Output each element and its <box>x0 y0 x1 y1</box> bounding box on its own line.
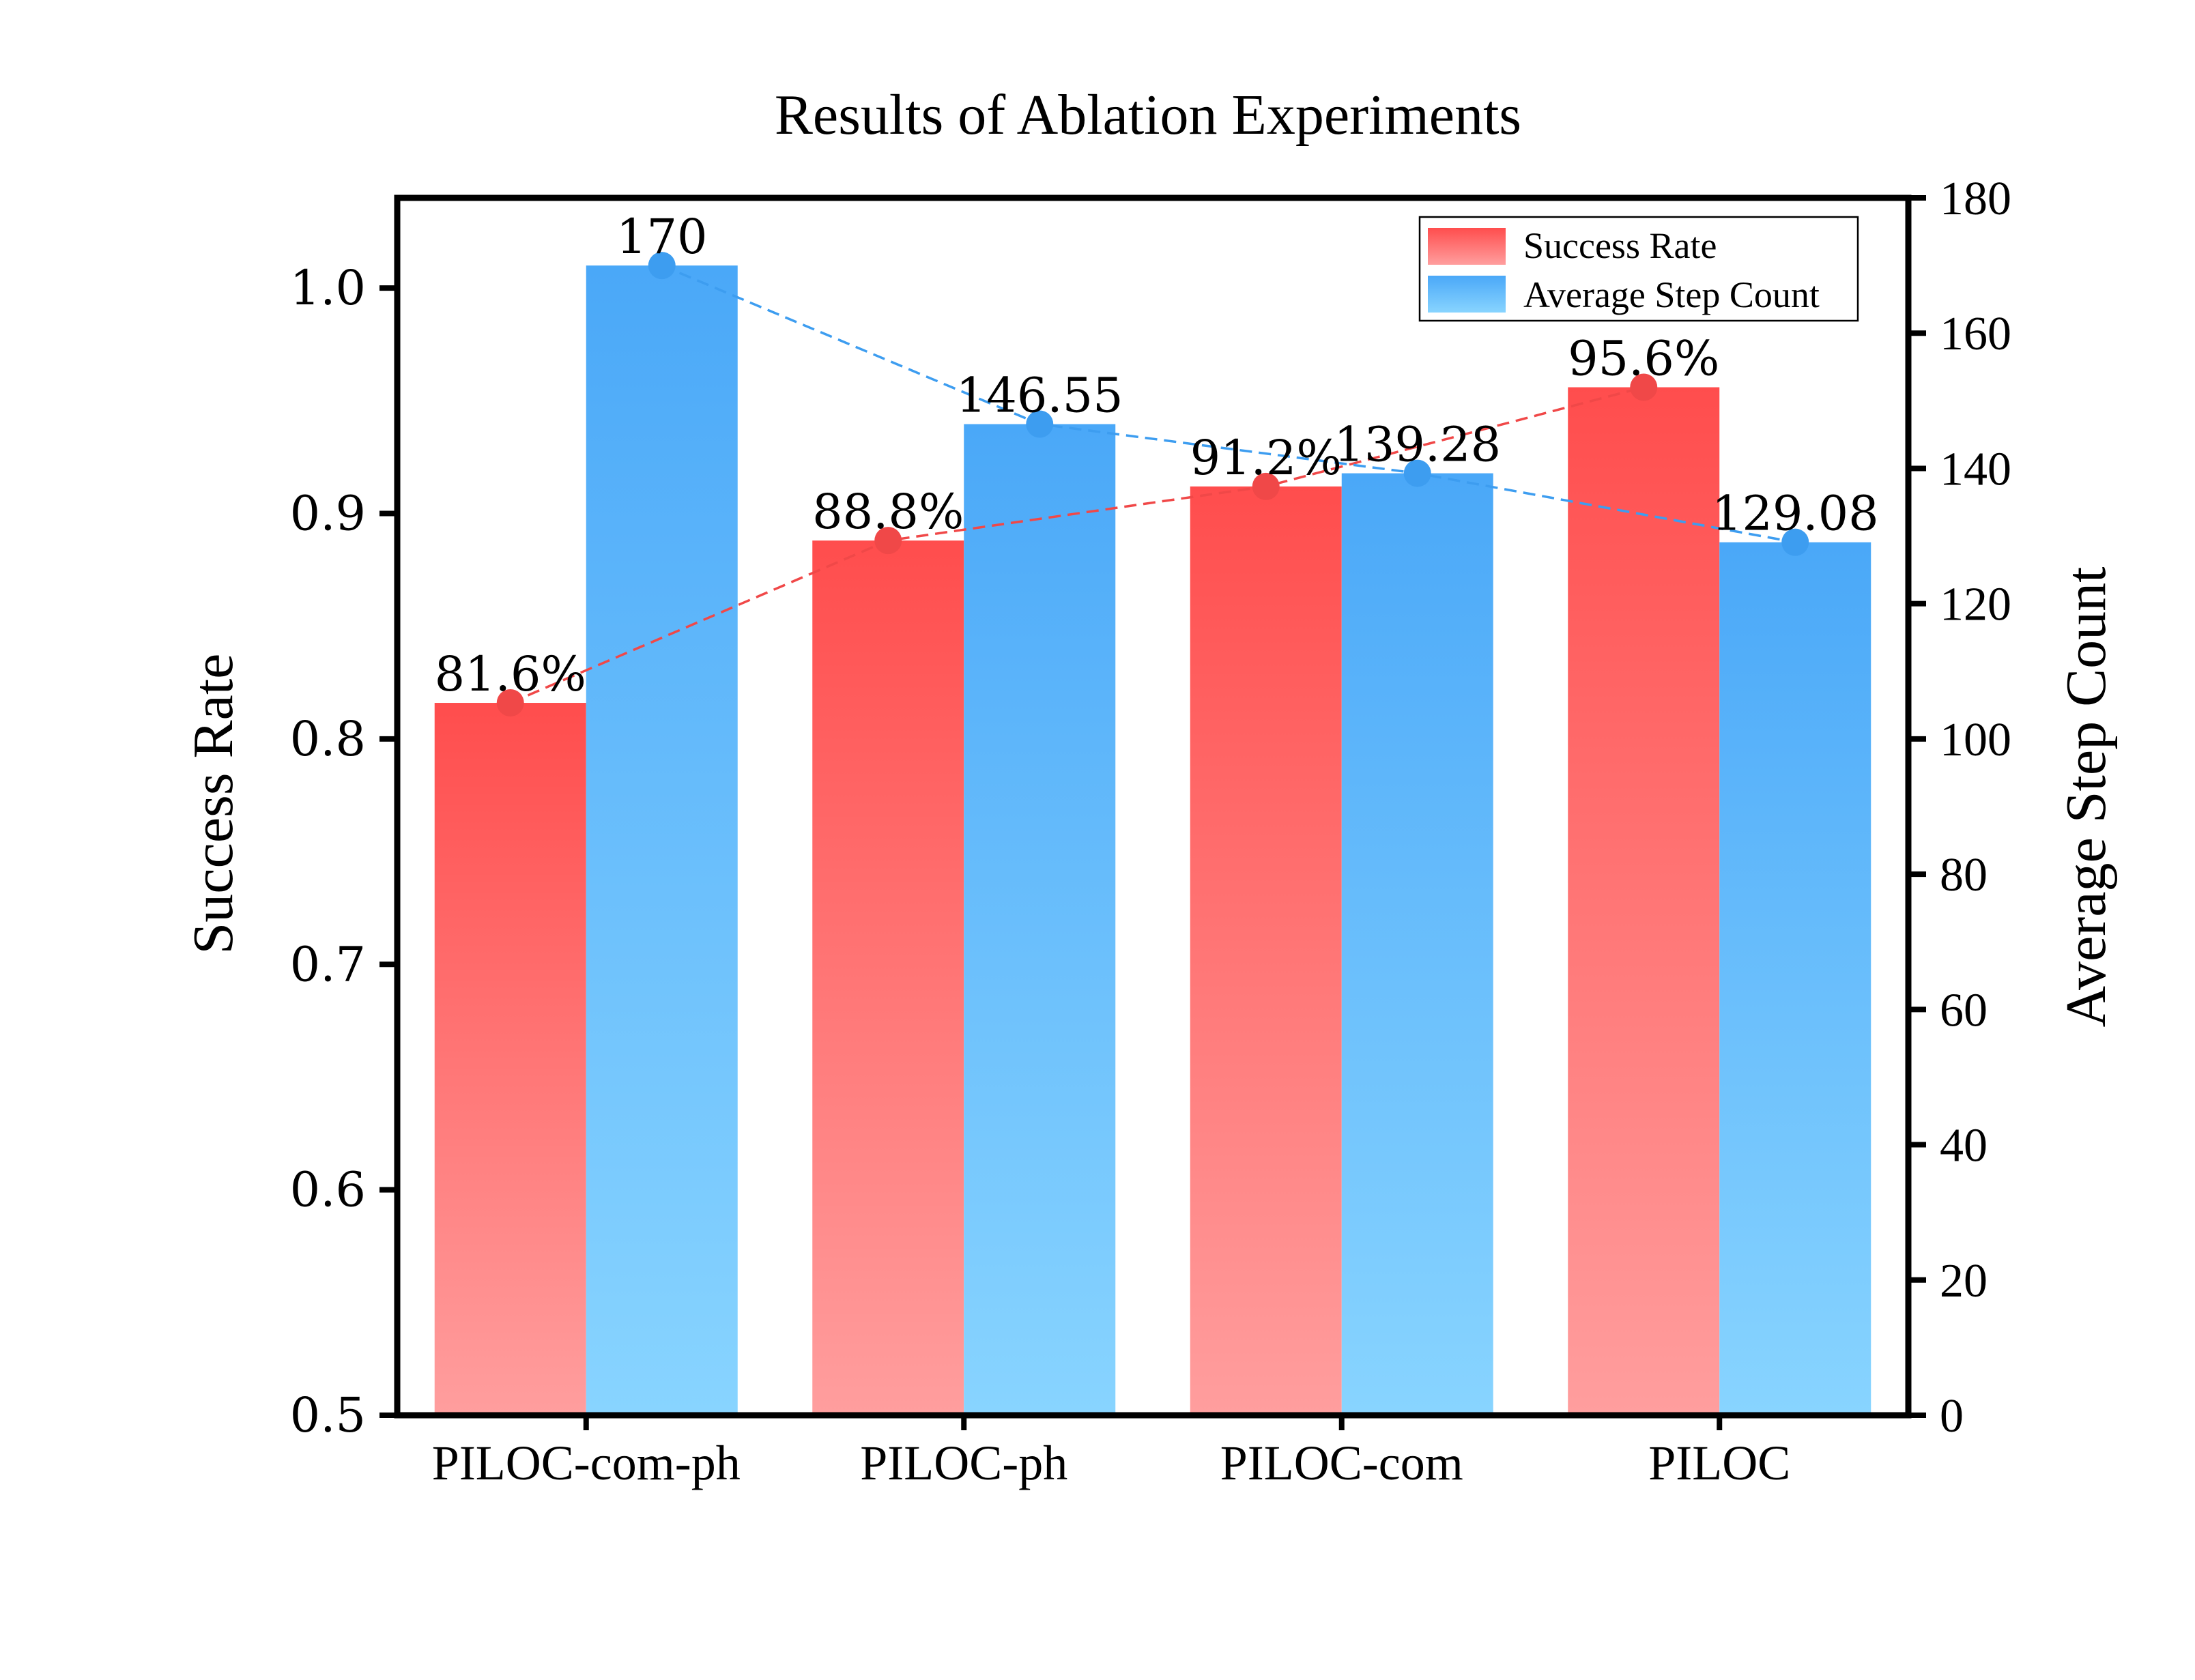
y-right-tick-label-2: 40 <box>1940 1120 1988 1172</box>
bar-success-rate-2 <box>1190 486 1342 1416</box>
marker-success-rate-1 <box>874 527 902 555</box>
bar-success-rate-3 <box>1568 387 1720 1415</box>
value-labels-layer: 81.6% 88.8% 91.2% 95.6% 170 146.55 139.28 129.0… <box>435 209 1879 702</box>
marker-success-rate-3 <box>1630 373 1658 401</box>
legend-swatch-success-rate <box>1428 228 1506 265</box>
y-right-tick-label-4: 80 <box>1940 849 1988 901</box>
y-left-tick-label-3: 0.8 <box>290 711 366 767</box>
plot-frame <box>394 194 1912 1419</box>
y-right-tick-label-7: 140 <box>1940 443 2011 495</box>
chart-title: Results of Ablation Experiments <box>775 83 1521 147</box>
bar-average-step-count-1 <box>964 424 1116 1416</box>
y-right-tick-label-9: 180 <box>1940 173 2011 225</box>
trend-line-average-step-count <box>661 264 1796 544</box>
marker-success-rate-2 <box>1252 472 1280 500</box>
marker-success-rate-0 <box>496 689 524 717</box>
bar-average-step-count-3 <box>1719 542 1871 1415</box>
legend: Success Rate Average Step Count <box>1418 216 1859 322</box>
trend-line-success-rate <box>510 386 1644 704</box>
marker-average-step-count-0 <box>648 252 676 280</box>
bar-average-step-count-2 <box>1341 473 1493 1415</box>
marker-average-step-count-1 <box>1026 410 1054 438</box>
y-right-tick-label-1: 20 <box>1940 1255 1988 1307</box>
y-right-tick-label-3: 60 <box>1940 984 1988 1037</box>
bar-success-rate-1 <box>812 540 964 1415</box>
y-right-tick-label-8: 160 <box>1940 308 2011 360</box>
data-label-success-rate-3: 95.6% <box>1568 331 1719 387</box>
y-left-tick-label-5: 1.0 <box>290 260 366 316</box>
bar-average-step-count-0 <box>586 265 738 1416</box>
data-label-average-step-count-3: 129.08 <box>1712 486 1879 542</box>
legend-swatch-average-step-count <box>1428 276 1506 313</box>
y-left-tick-label-1: 0.6 <box>290 1162 366 1218</box>
data-label-success-rate-1: 88.8% <box>812 484 964 540</box>
lines-layer <box>496 252 1809 717</box>
y-right-tick-label-6: 120 <box>1940 579 2011 631</box>
legend-label-average-step-count: Average Step Count <box>1523 274 1820 315</box>
y-left-tick-label-2: 0.7 <box>290 936 366 992</box>
marker-average-step-count-2 <box>1403 459 1431 487</box>
y-right-tick-label-5: 100 <box>1940 714 2011 766</box>
y-left-tick-label-4: 0.9 <box>290 486 366 542</box>
data-label-average-step-count-0: 170 <box>616 209 708 265</box>
x-tick-label-0: PILOC-com-ph <box>432 1436 741 1490</box>
data-label-average-step-count-1: 146.55 <box>956 368 1123 424</box>
data-label-success-rate-2: 91.2% <box>1190 430 1342 486</box>
bar-success-rate-0 <box>434 703 586 1415</box>
marker-average-step-count-3 <box>1781 528 1809 556</box>
data-label-average-step-count-2: 139.28 <box>1334 417 1501 473</box>
data-label-success-rate-0: 81.6% <box>435 646 586 702</box>
y-left-axis-label: Success Rate <box>182 654 245 955</box>
ticks-layer: PILOC-com-ph PILOC-ph PILOC-com PILOC 0.5 0.6… <box>290 173 2011 1490</box>
bars-layer <box>434 265 1871 1416</box>
y-right-axis-label: Average Step Count <box>2054 567 2118 1028</box>
y-right-tick-label-0: 0 <box>1940 1390 1964 1443</box>
x-tick-label-2: PILOC-com <box>1220 1436 1463 1490</box>
x-tick-label-3: PILOC <box>1648 1436 1790 1490</box>
legend-label-success-rate: Success Rate <box>1523 225 1717 266</box>
y-left-tick-label-0: 0.5 <box>290 1387 366 1443</box>
x-tick-label-1: PILOC-ph <box>860 1436 1067 1490</box>
